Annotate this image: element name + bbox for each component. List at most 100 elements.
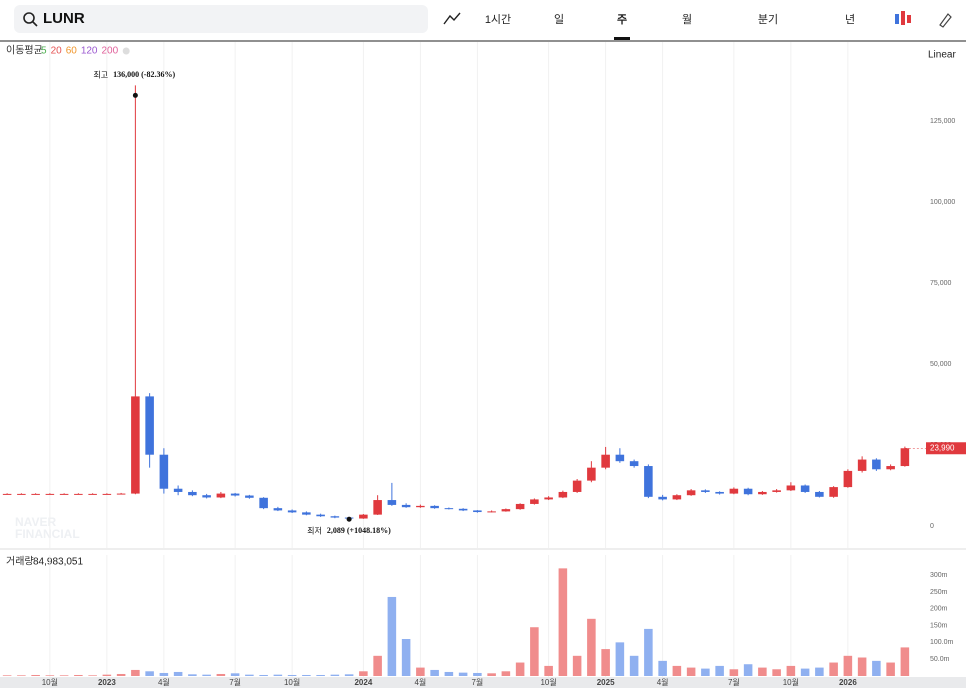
volume-bar (843, 655, 853, 676)
ma-settings[interactable] (122, 47, 130, 55)
volume-bar (188, 674, 197, 676)
volume-bar (202, 674, 211, 676)
volume-bar (729, 669, 739, 676)
watermark: NAVER (15, 515, 56, 529)
interval-tab[interactable]: 1시간 (485, 13, 511, 26)
chart-type-icon[interactable] (443, 12, 461, 25)
x-tick-label: 10월 (783, 677, 799, 687)
annotation-text: 2,089 (+1048.18%) (327, 526, 391, 535)
volume-bar (644, 628, 653, 676)
candle-body (131, 396, 140, 494)
candle-body (59, 493, 69, 495)
candle-body (487, 511, 496, 513)
interval-tab[interactable]: 주 (617, 13, 627, 26)
volume-bar (173, 671, 183, 676)
annotation-text: 136,000 (-82.36%) (113, 70, 175, 79)
candle-body (715, 491, 724, 494)
candle-body (259, 497, 268, 509)
volume-bar (2, 675, 12, 676)
volume-bar (672, 665, 682, 676)
search-text[interactable]: LUNR (43, 10, 85, 27)
candle-body (800, 485, 810, 492)
volume-bar (230, 673, 240, 676)
draw-icon[interactable] (939, 13, 952, 28)
volume-bar (458, 672, 468, 676)
candle-body (2, 493, 12, 495)
volume-bar (786, 665, 796, 676)
search-box[interactable] (14, 5, 428, 33)
volume-bar (758, 667, 767, 676)
candle-body (444, 508, 454, 510)
last-price-tag (926, 442, 966, 455)
candle-icon[interactable] (895, 11, 911, 25)
volume-bar (544, 665, 553, 676)
volume-bar (772, 669, 781, 676)
volume-bar (857, 657, 867, 676)
volume-bar (373, 655, 382, 676)
interval-tab[interactable]: 분기 (758, 13, 778, 26)
x-tick-label: 4월 (414, 677, 426, 687)
x-tick-label: 2023 (98, 678, 116, 687)
watermark: FINANCIAL (15, 527, 80, 541)
volume-bar (872, 660, 881, 676)
volume-bar (401, 639, 411, 676)
volume-bar (88, 675, 97, 676)
candle-body (245, 495, 254, 498)
candle-body (558, 491, 568, 498)
annotation-label: 최고 (93, 70, 108, 80)
scale-label[interactable]: Linear (928, 50, 956, 61)
candle-body (31, 493, 40, 495)
candle-body (644, 466, 653, 497)
volume-bar (102, 674, 112, 676)
x-tick-label: 4월 (657, 677, 669, 687)
volume-bar (145, 671, 154, 676)
volume-bar (501, 671, 511, 676)
volume-bar (473, 672, 482, 676)
volume-bar (587, 618, 596, 676)
candle-body (544, 497, 553, 500)
y-tick-label: 300m (930, 572, 948, 579)
volume-bar (159, 672, 169, 676)
volume-bar (344, 674, 354, 676)
candle-body (886, 466, 895, 470)
candle-body (145, 396, 154, 455)
interval-tab[interactable]: 월 (682, 13, 692, 26)
candle-body (287, 510, 297, 513)
volume-bar (245, 674, 254, 676)
y-tick-label: 250m (930, 589, 948, 596)
y-tick-label: 100.0m (930, 639, 954, 646)
candle-body (872, 459, 881, 470)
volume-bar (629, 655, 639, 676)
volume-bar (444, 671, 454, 676)
volume-bar (800, 668, 810, 676)
interval-tab[interactable]: 년 (845, 13, 855, 26)
candle-body (658, 496, 667, 500)
volume-bar (59, 675, 69, 676)
volume-bar (359, 671, 368, 676)
volume-bar (330, 674, 340, 676)
candle-body (758, 491, 767, 495)
candle-body (743, 488, 753, 495)
candle-body (601, 454, 610, 468)
volume-bar (886, 662, 895, 676)
ma-legend-label: 이동평균 (6, 45, 43, 57)
candle-body (473, 510, 482, 513)
candle-body (829, 487, 838, 497)
volume-bar (815, 667, 824, 676)
volume-bar (131, 669, 140, 676)
active-tab-underline (614, 37, 630, 40)
candle-body (188, 491, 197, 496)
y-tick-label: 75,000 (930, 280, 952, 287)
candle-body (359, 514, 368, 519)
interval-tab[interactable]: 일 (554, 12, 564, 26)
candle-body (88, 493, 97, 495)
y-tick-label: 150m (930, 622, 948, 629)
volume-bar (416, 667, 425, 676)
y-tick-label: 50,000 (930, 361, 952, 368)
candle-body (701, 490, 710, 492)
volume-bar (743, 664, 753, 676)
candle-body (230, 493, 240, 496)
candle-body (501, 509, 511, 512)
candle-body (216, 493, 226, 498)
x-axis-band (0, 677, 966, 688)
